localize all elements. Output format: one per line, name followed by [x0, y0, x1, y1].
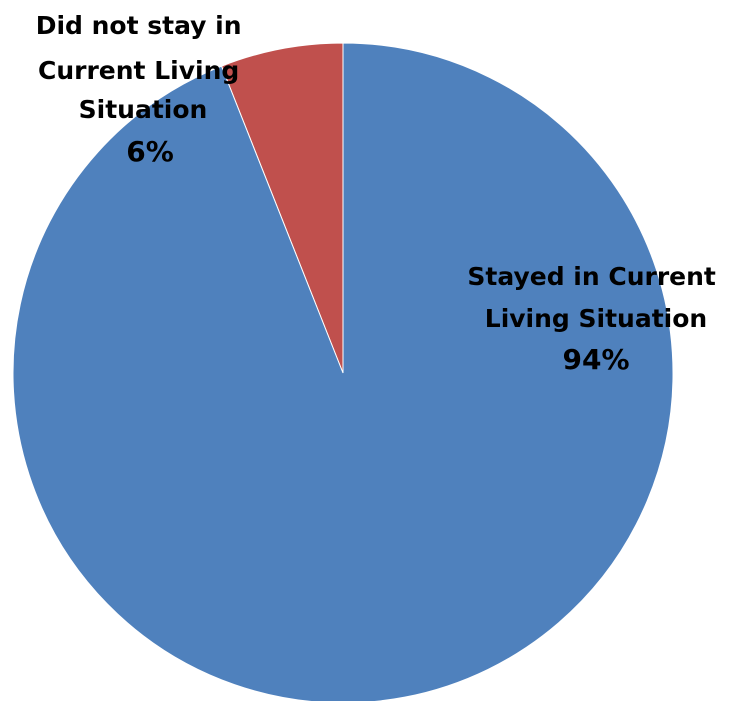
slice-label-line: Stayed in Current — [467, 262, 716, 291]
slice-percent-did-not-stay: 6% — [126, 135, 174, 168]
slice-percent-stayed: 94% — [562, 343, 629, 376]
slice-label-stayed: Stayed in Current Living Situation — [467, 262, 724, 333]
slice-label-line: Current Living — [38, 56, 239, 85]
slice-label-did-not-stay: Did not stay in Current Living Situation — [36, 11, 251, 124]
pie-slice-0 — [220, 42, 344, 374]
pie-slices — [12, 42, 674, 701]
slice-label-line: Living Situation — [485, 304, 707, 333]
slice-label-line: Did not stay in — [36, 11, 242, 40]
slice-label-line: Situation — [79, 95, 208, 124]
pie-slice-1 — [12, 42, 674, 701]
pie-labels: Did not stay in Current Living Situation… — [36, 11, 724, 376]
